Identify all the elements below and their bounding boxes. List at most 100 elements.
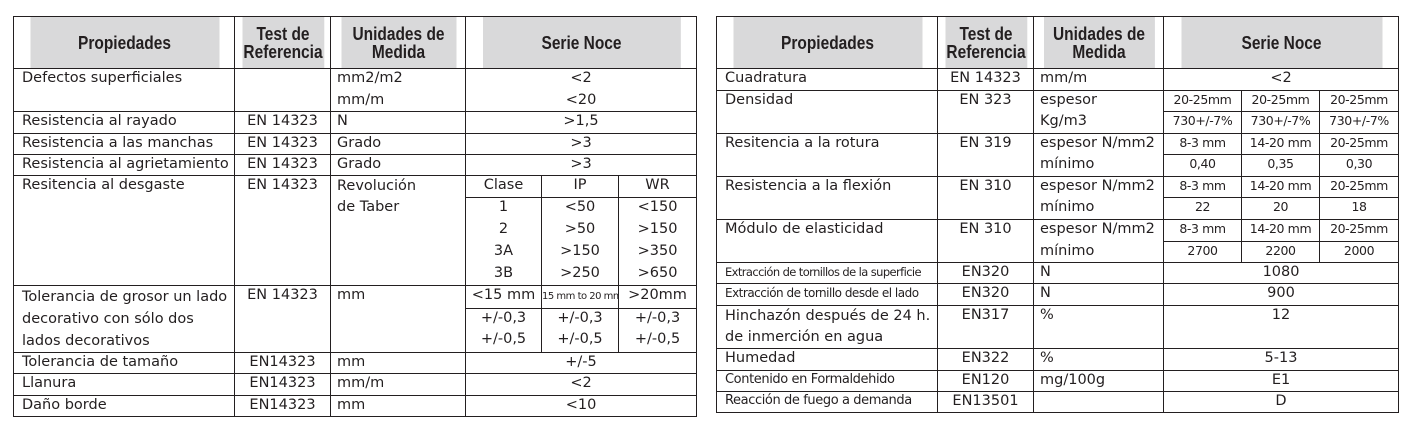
flexion-val: 18 — [1318, 197, 1400, 220]
prop-desgaste: Resitencia al desgaste — [13, 175, 235, 286]
val-rayado: >1,5 — [464, 111, 698, 134]
ref-flexion: EN 310 — [937, 176, 1034, 220]
grosor-col-1: <15 mm — [465, 284, 542, 310]
val-defectos-2: <20 — [464, 90, 698, 112]
prop-tornillos-superficie: Extracción de tornillos de la superficie — [716, 262, 938, 284]
densidad-col: 20-25mm — [1241, 90, 1320, 112]
flexion-col: 14-20 mm — [1241, 176, 1320, 198]
prop-llanura: Llanura — [13, 373, 235, 396]
prop-manchas: Resistencia a las manchas — [13, 133, 235, 155]
densidad-col: 20-25mm — [1318, 90, 1400, 112]
unit-hinchazon: % — [1033, 305, 1164, 349]
ref-borde: EN14323 — [234, 395, 331, 417]
desgaste-col-clase: Clase — [465, 175, 542, 198]
unit-elasticidad-1: espesor N/mm2 — [1033, 219, 1164, 242]
prop-borde: Daño borde — [13, 395, 235, 417]
flexion-val: 20 — [1241, 197, 1320, 220]
prop-elasticidad: Módulo de elasticidad — [716, 219, 938, 263]
unit-defectos-1: mm2/m2 — [330, 68, 466, 91]
flexion-col: 20-25mm — [1318, 176, 1400, 198]
right-spec-table: Propiedades Test de Referencia Unidades d… — [716, 16, 1400, 413]
desgaste-cell: >150 — [541, 241, 619, 264]
unit-tornillos-superficie: N — [1033, 262, 1164, 284]
desgaste-cell: 3B — [465, 263, 542, 286]
ref-hinchazon: EN317 — [937, 305, 1034, 349]
rotura-val: 0,35 — [1241, 154, 1320, 177]
unit-flexion-1: espesor N/mm2 — [1033, 176, 1164, 198]
prop-defectos: Defectos superficiales — [13, 68, 235, 112]
unit-agrietamiento: Grado — [330, 154, 466, 176]
unit-tornillo-lado: N — [1033, 283, 1164, 306]
unit-manchas: Grado — [330, 133, 466, 155]
val-borde: <10 — [464, 395, 698, 417]
flexion-val: 22 — [1163, 197, 1242, 220]
desgaste-cell: 3A — [465, 241, 542, 264]
header-serie-noce: Serie Noce — [1179, 16, 1383, 69]
unit-fuego — [1033, 391, 1164, 413]
val-hinchazon: 12 — [1162, 305, 1400, 349]
prop-formaldehido: Contenido en Formaldehido — [716, 370, 938, 392]
prop-agrietamiento: Resistencia al agrietamiento — [13, 154, 235, 176]
unit-elasticidad-2: mínimo — [1033, 241, 1164, 263]
ref-llanura: EN14323 — [234, 373, 331, 396]
elasticidad-val: 2000 — [1318, 241, 1400, 263]
rotura-col: 14-20 mm — [1241, 133, 1320, 155]
grosor-cell: +/-0,5 — [541, 330, 619, 354]
ref-formaldehido: EN120 — [937, 370, 1034, 392]
ref-humedad: EN322 — [937, 348, 1034, 371]
val-humedad: 5-13 — [1162, 348, 1400, 371]
left-spec-table: Propiedades Test de Referencia Unidades d… — [13, 16, 698, 417]
rotura-col: 20-25mm — [1318, 133, 1400, 155]
prop-densidad: Densidad — [716, 90, 938, 134]
unit-formaldehido: mg/100g — [1033, 370, 1164, 392]
unit-tamano: mm — [330, 352, 466, 374]
prop-tamano: Tolerancia de tamaño — [13, 352, 235, 374]
desgaste-cell: 1 — [465, 197, 542, 220]
unit-defectos-2: mm/m — [330, 90, 466, 112]
ref-densidad: EN 323 — [937, 90, 1034, 134]
val-cuadratura: <2 — [1162, 68, 1400, 91]
unit-densidad-2: Kg/m3 — [1033, 111, 1164, 134]
header-row: Propiedades Test de Referencia Unidades d… — [14, 16, 697, 69]
prop-fuego: Reacción de fuego a demanda — [716, 391, 938, 413]
header-unidades: Unidades de Medida — [1042, 16, 1155, 69]
densidad-val: 730+/-7% — [1318, 111, 1400, 134]
ref-rayado: EN 14323 — [234, 111, 331, 134]
unit-desgaste: Revolución de Taber — [330, 175, 466, 286]
header-propiedades: Propiedades — [28, 16, 220, 69]
unit-rotura-2: mínimo — [1033, 154, 1164, 177]
desgaste-cell: <50 — [541, 197, 619, 220]
unit-llanura: mm/m — [330, 373, 466, 396]
val-tamano: +/-5 — [464, 352, 698, 374]
ref-desgaste: EN 14323 — [234, 175, 331, 286]
densidad-val: 730+/-7% — [1241, 111, 1320, 134]
rotura-val: 0,40 — [1163, 154, 1242, 177]
ref-tamano: EN14323 — [234, 352, 331, 374]
prop-flexion: Resistencia a la flexión — [716, 176, 938, 220]
grosor-cell: +/-0,3 — [541, 308, 619, 331]
desgaste-cell: <150 — [617, 197, 698, 220]
val-tornillo-lado: 900 — [1162, 283, 1400, 306]
val-manchas: >3 — [464, 133, 698, 155]
ref-manchas: EN 14323 — [234, 133, 331, 155]
desgaste-cell: >250 — [541, 263, 619, 286]
val-fuego: D — [1162, 391, 1400, 413]
rotura-col: 8-3 mm — [1163, 133, 1242, 155]
prop-hinchazon: Hinchazón después de 24 h. de inmerción e… — [716, 305, 938, 349]
ref-cuadratura: EN 14323 — [937, 68, 1034, 91]
densidad-val: 730+/-7% — [1163, 111, 1242, 134]
unit-rayado: N — [330, 111, 466, 134]
desgaste-cell: >350 — [617, 241, 698, 264]
grosor-cell: +/-0,5 — [465, 330, 542, 354]
ref-fuego: EN13501 — [937, 391, 1034, 413]
ref-defectos — [234, 68, 331, 112]
grosor-cell: +/-0,5 — [617, 330, 698, 354]
densidad-col: 20-25mm — [1163, 90, 1242, 112]
elasticidad-val: 2700 — [1163, 241, 1242, 263]
header-row: Propiedades Test de Referencia Unidades d… — [717, 16, 1399, 69]
ref-elasticidad: EN 310 — [937, 219, 1034, 263]
elasticidad-val: 2200 — [1241, 241, 1320, 263]
ref-agrietamiento: EN 14323 — [234, 154, 331, 176]
ref-rotura: EN 319 — [937, 133, 1034, 177]
prop-rayado: Resistencia al rayado — [13, 111, 235, 134]
